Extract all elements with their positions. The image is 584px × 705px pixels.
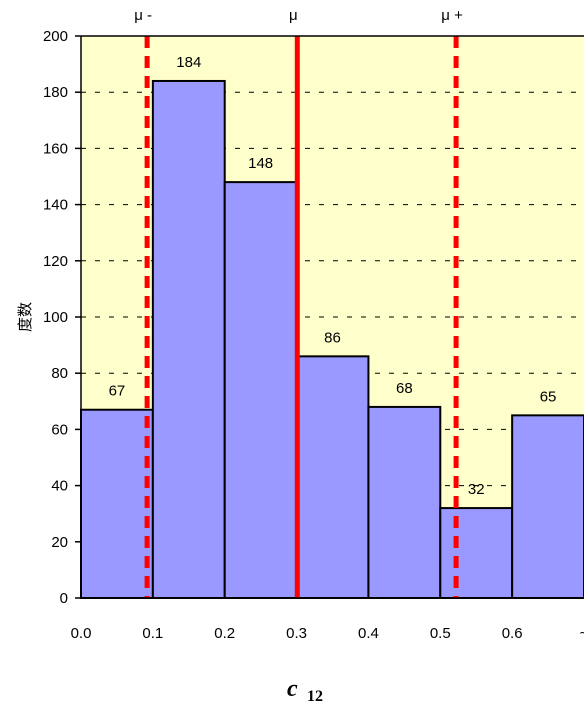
- y-axis-label: 度数: [16, 302, 34, 332]
- bar-value-label: 32: [468, 481, 485, 498]
- x-tick-labels: 0.0 0.1 0.2 0.3 0.4 0.5 0.6 ~: [71, 625, 584, 642]
- histogram-bar: [80, 408, 154, 600]
- histogram-bar: [151, 79, 226, 599]
- data-labels: 67 184 148 86 68 32 65: [109, 54, 557, 498]
- y-tick-label: 80: [51, 365, 68, 382]
- x-tick-label: 0.5: [430, 625, 451, 642]
- x-tick-label: 0.0: [71, 625, 92, 642]
- y-tick-label: 100: [43, 309, 68, 326]
- bar-value-label: 86: [324, 329, 341, 346]
- marker-lines: [144, 36, 459, 598]
- bar-value-label: 68: [396, 380, 413, 397]
- y-tick-label: 180: [43, 84, 68, 101]
- histogram-bar: [295, 355, 370, 599]
- x-axis-label: c 12: [287, 676, 323, 705]
- x-axis-label-subscript: 12: [307, 688, 323, 705]
- marker-label: μ: [289, 7, 298, 24]
- y-tick-label: 0: [60, 590, 68, 607]
- x-tick-label: 0.1: [142, 625, 163, 642]
- y-tick-label: 200: [43, 28, 68, 45]
- bar-value-label: 65: [540, 388, 557, 405]
- histogram-bar: [223, 181, 298, 599]
- marker-labels: μ - μ μ +: [134, 7, 463, 24]
- x-tick-label: 0.3: [286, 625, 307, 642]
- bar-value-label: 148: [248, 155, 273, 172]
- axes: [75, 35, 584, 599]
- marker-label: μ +: [441, 7, 463, 24]
- histogram-bar: [511, 414, 584, 599]
- x-tick-label: ~: [580, 625, 584, 642]
- x-tick-label: 0.6: [502, 625, 523, 642]
- histogram-bar: [439, 507, 514, 599]
- y-tick-label: 160: [43, 140, 68, 157]
- x-tick-label: 0.2: [214, 625, 235, 642]
- y-tick-label: 140: [43, 197, 68, 214]
- y-tick-label: 40: [51, 478, 68, 495]
- y-tick-label: 120: [43, 253, 68, 270]
- bar-value-label: 184: [176, 54, 201, 71]
- bars: [80, 79, 584, 600]
- y-tick-label: 20: [51, 534, 68, 551]
- marker-label: μ -: [134, 7, 152, 24]
- x-tick-label: 0.4: [358, 625, 379, 642]
- bar-value-label: 67: [109, 383, 126, 400]
- y-tick-label: 60: [51, 421, 68, 438]
- y-tick-labels: 0 20 40 60 80 100 120 140 160 180 200: [43, 28, 68, 607]
- x-axis-label-main: c: [287, 676, 298, 702]
- histogram-bar: [367, 405, 442, 600]
